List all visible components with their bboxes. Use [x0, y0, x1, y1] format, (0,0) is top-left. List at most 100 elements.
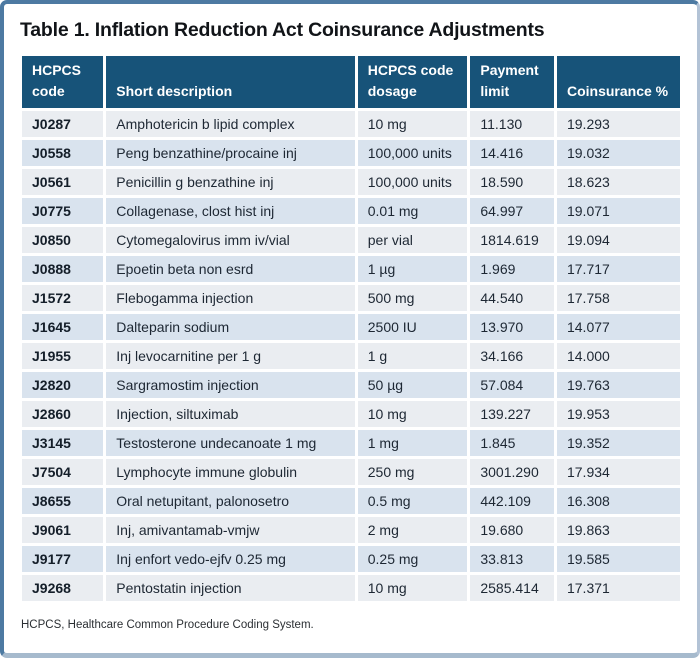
table-cell: 10 mg [357, 575, 468, 601]
table-row: J9061 Inj, amivantamab-vmjw 2 mg 19.680 19.8… [22, 517, 680, 543]
column-header: Coinsurance % [556, 56, 680, 108]
hcpcs-code-cell: J0775 [22, 198, 104, 224]
table-row: J3145 Testosterone undecanoate 1 mg 1 mg 1.… [22, 430, 680, 456]
table-cell: Sargramostim injection [106, 372, 355, 398]
table-row: J1572 Flebogamma injection 500 mg 44.540 17.… [22, 285, 680, 311]
table-cell: per vial [357, 227, 468, 253]
table-cell: 1814.619 [470, 227, 554, 253]
table-cell: 16.308 [556, 488, 680, 514]
table-cell: 1 g [357, 343, 468, 369]
table-cell: 0.25 mg [357, 546, 468, 572]
table-cell: 57.084 [470, 372, 554, 398]
table-cell: 33.813 [470, 546, 554, 572]
table-cell: 17.758 [556, 285, 680, 311]
table-row: J0775 Collagenase, clost hist inj 0.01 mg 6… [22, 198, 680, 224]
table-cell: 500 mg [357, 285, 468, 311]
table-row: J0561 Penicillin g benzathine inj 100,000 … [22, 169, 680, 195]
hcpcs-code-cell: J1572 [22, 285, 104, 311]
footnote: HCPCS, Healthcare Common Procedure Codin… [21, 619, 314, 631]
hcpcs-code-cell: J1645 [22, 314, 104, 340]
coinsurance-table: HCPCS code Short description HCPCS code do… [19, 53, 683, 604]
table-cell: 17.371 [556, 575, 680, 601]
column-header: HCPCS code dosage [357, 56, 468, 108]
table-cell: 50 µg [357, 372, 468, 398]
table-cell: 19.293 [556, 111, 680, 137]
table-cell: 19.585 [556, 546, 680, 572]
table-cell: 19.763 [556, 372, 680, 398]
hcpcs-code-cell: J2860 [22, 401, 104, 427]
table-cell: 2 mg [357, 517, 468, 543]
table-cell: 44.540 [470, 285, 554, 311]
table-row: J0850 Cytomegalovirus imm iv/vial per vial… [22, 227, 680, 253]
table-cell: Dalteparin sodium [106, 314, 355, 340]
table-cell: 1.845 [470, 430, 554, 456]
table-cell: 19.863 [556, 517, 680, 543]
table-cell: 19.071 [556, 198, 680, 224]
table-cell: Pentostatin injection [106, 575, 355, 601]
table-row: J0558 Peng benzathine/procaine inj 100,000… [22, 140, 680, 166]
table-cell: 0.01 mg [357, 198, 468, 224]
table-row: J9268 Pentostatin injection 10 mg 2585.414 1… [22, 575, 680, 601]
table-cell: Inj levocarnitine per 1 g [106, 343, 355, 369]
table-row: J1645 Dalteparin sodium 2500 IU 13.970 14.07… [22, 314, 680, 340]
table-cell: 19.352 [556, 430, 680, 456]
hcpcs-code-cell: J7504 [22, 459, 104, 485]
hcpcs-code-cell: J2820 [22, 372, 104, 398]
table-cell: 250 mg [357, 459, 468, 485]
table-cell: 100,000 units [357, 140, 468, 166]
table-cell: 139.227 [470, 401, 554, 427]
table-row: J2860 Injection, siltuximab 10 mg 139.227 19… [22, 401, 680, 427]
table-cell: 2500 IU [357, 314, 468, 340]
table-cell: 11.130 [470, 111, 554, 137]
table-cell: Flebogamma injection [106, 285, 355, 311]
hcpcs-code-cell: J0888 [22, 256, 104, 282]
table-row: J2820 Sargramostim injection 50 µg 57.084 19… [22, 372, 680, 398]
table-cell: 14.416 [470, 140, 554, 166]
hcpcs-code-cell: J9177 [22, 546, 104, 572]
table-cell: 19.953 [556, 401, 680, 427]
table-cell: 34.166 [470, 343, 554, 369]
table-cell: 19.094 [556, 227, 680, 253]
table-cell: 17.717 [556, 256, 680, 282]
table-cell: 18.623 [556, 169, 680, 195]
table-cell: 1 µg [357, 256, 468, 282]
hcpcs-code-cell: J9061 [22, 517, 104, 543]
column-header: Short description [106, 56, 355, 108]
table-row: J9177 Inj enfort vedo-ejfv 0.25 mg 0.25 mg… [22, 546, 680, 572]
table-row: J7504 Lymphocyte immune globulin 250 mg 300… [22, 459, 680, 485]
table-cell: Cytomegalovirus imm iv/vial [106, 227, 355, 253]
table-cell: 1 mg [357, 430, 468, 456]
table-cell: Penicillin g benzathine inj [106, 169, 355, 195]
table-cell: 19.032 [556, 140, 680, 166]
table-cell: Testosterone undecanoate 1 mg [106, 430, 355, 456]
table-cell: Epoetin beta non esrd [106, 256, 355, 282]
hcpcs-code-cell: J8655 [22, 488, 104, 514]
hcpcs-code-cell: J1955 [22, 343, 104, 369]
table-cell: Oral netupitant, palonosetro [106, 488, 355, 514]
table-cell: Inj, amivantamab-vmjw [106, 517, 355, 543]
table-cell: 14.077 [556, 314, 680, 340]
table-cell: 10 mg [357, 111, 468, 137]
table-cell: 19.680 [470, 517, 554, 543]
table-cell: Peng benzathine/procaine inj [106, 140, 355, 166]
figure-title: Table 1. Inflation Reduction Act Coinsur… [20, 19, 545, 41]
table-cell: 64.997 [470, 198, 554, 224]
table-header-row: HCPCS code Short description HCPCS code do… [22, 56, 680, 108]
table-row: J0287 Amphotericin b lipid complex 10 mg 11… [22, 111, 680, 137]
table-cell: 1.969 [470, 256, 554, 282]
table-cell: 3001.290 [470, 459, 554, 485]
hcpcs-code-cell: J0561 [22, 169, 104, 195]
table-cell: Collagenase, clost hist inj [106, 198, 355, 224]
table-cell: 18.590 [470, 169, 554, 195]
table-cell: Lymphocyte immune globulin [106, 459, 355, 485]
column-header: HCPCS code [22, 56, 104, 108]
table-cell: Amphotericin b lipid complex [106, 111, 355, 137]
table-cell: 0.5 mg [357, 488, 468, 514]
table-cell: 2585.414 [470, 575, 554, 601]
table-cell: 100,000 units [357, 169, 468, 195]
table-cell: 17.934 [556, 459, 680, 485]
column-header: Payment limit [470, 56, 554, 108]
table-cell: Inj enfort vedo-ejfv 0.25 mg [106, 546, 355, 572]
